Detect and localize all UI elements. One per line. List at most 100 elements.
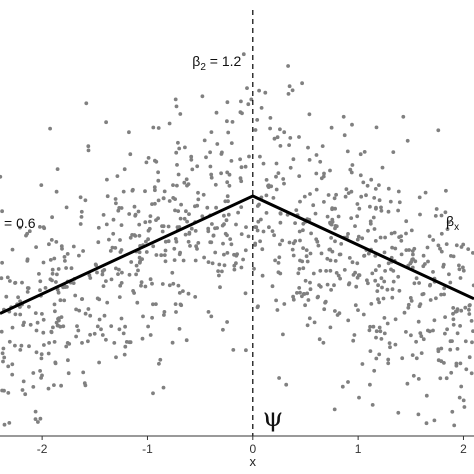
data-point	[151, 391, 155, 396]
data-point	[205, 205, 210, 210]
data-point	[0, 260, 5, 265]
data-point	[228, 237, 233, 242]
data-point	[318, 268, 323, 273]
data-point	[274, 174, 278, 179]
data-point	[208, 164, 213, 169]
data-point	[278, 242, 282, 247]
data-point	[329, 236, 333, 240]
data-point	[193, 258, 198, 263]
data-point	[156, 126, 161, 130]
data-point	[144, 250, 149, 254]
data-point	[111, 231, 116, 236]
data-point	[55, 272, 59, 277]
data-point	[304, 254, 309, 259]
data-point	[253, 241, 258, 246]
data-point	[210, 222, 214, 226]
data-point	[134, 263, 139, 268]
data-point	[38, 369, 42, 373]
data-point	[256, 304, 260, 309]
data-point	[441, 262, 446, 267]
data-point	[13, 343, 17, 348]
data-point	[99, 327, 103, 332]
data-point	[346, 318, 351, 323]
data-point	[171, 196, 176, 200]
data-point	[371, 324, 376, 329]
data-point	[7, 421, 12, 425]
data-point	[443, 210, 448, 215]
data-point	[52, 256, 57, 261]
data-point	[287, 143, 291, 148]
data-point	[239, 179, 244, 184]
data-point	[179, 202, 184, 207]
data-point	[330, 206, 335, 211]
data-point	[134, 272, 139, 277]
data-point	[301, 228, 305, 233]
data-point	[307, 158, 312, 162]
data-point	[47, 242, 51, 247]
data-point	[184, 338, 189, 343]
data-point	[122, 167, 127, 172]
data-point	[274, 298, 278, 303]
data-point	[25, 259, 30, 263]
data-point	[445, 327, 449, 332]
data-point	[181, 289, 185, 293]
data-point	[342, 268, 347, 272]
data-point	[53, 360, 58, 365]
data-point	[119, 281, 124, 285]
data-point	[79, 209, 84, 214]
data-point	[114, 201, 118, 206]
data-point	[455, 347, 460, 351]
data-point	[421, 337, 426, 342]
data-point	[424, 393, 429, 398]
data-point	[129, 260, 134, 264]
data-point	[211, 233, 216, 238]
data-point	[354, 284, 359, 289]
data-point	[101, 213, 106, 217]
data-point	[83, 311, 88, 316]
data-point	[10, 372, 15, 377]
data-point	[243, 164, 248, 169]
data-point	[457, 263, 461, 268]
data-point	[297, 267, 302, 271]
data-point	[139, 280, 144, 285]
data-point	[397, 288, 402, 293]
data-point	[61, 324, 66, 329]
data-point	[146, 156, 151, 160]
data-point	[176, 172, 181, 177]
data-point	[80, 341, 84, 345]
data-point	[282, 181, 286, 186]
data-point	[236, 210, 241, 215]
data-point	[387, 341, 392, 345]
data-point	[59, 244, 64, 249]
data-point	[200, 94, 205, 99]
data-point	[252, 266, 256, 271]
data-point	[393, 342, 398, 347]
data-point	[451, 306, 456, 310]
data-point	[272, 233, 276, 238]
data-point	[95, 324, 100, 329]
data-point	[163, 259, 168, 264]
data-point	[121, 189, 126, 194]
data-point	[50, 215, 54, 220]
data-point	[230, 120, 235, 124]
data-point	[270, 284, 275, 289]
data-point	[126, 130, 131, 135]
data-point	[373, 239, 378, 243]
data-point	[109, 277, 114, 282]
data-point	[471, 251, 474, 255]
data-point	[177, 252, 182, 257]
data-point	[235, 252, 240, 256]
data-point	[306, 298, 311, 302]
data-point	[53, 309, 57, 314]
data-point	[436, 347, 441, 352]
data-point	[183, 145, 187, 150]
segmented-fit-line	[0, 194, 474, 315]
data-point	[195, 164, 200, 169]
data-point	[154, 302, 158, 306]
data-point	[377, 325, 382, 330]
data-point	[308, 280, 312, 285]
data-point	[25, 290, 30, 294]
data-point	[83, 198, 88, 203]
data-point	[173, 208, 177, 213]
data-point	[245, 86, 249, 90]
